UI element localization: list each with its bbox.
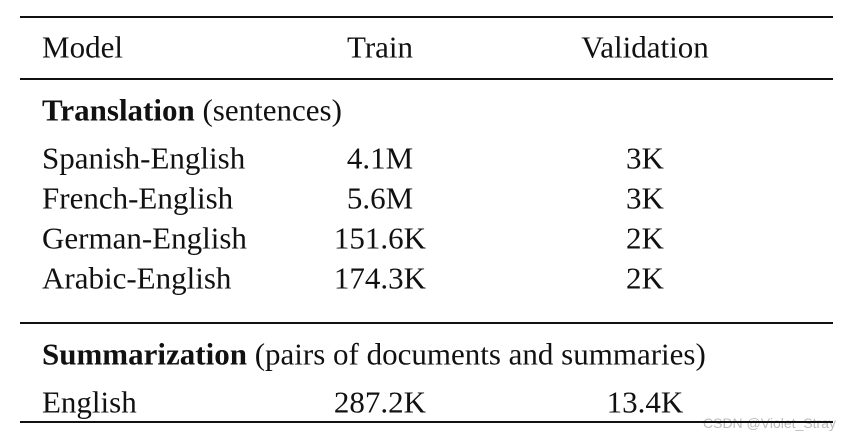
table-cell: 2K [626,260,664,296]
table-cell: 5.6M [346,180,414,216]
section-note: (pairs of documents and summaries) [254,336,706,372]
header-cell: Model [42,29,123,65]
header-rule [20,78,833,80]
table-cell: 13.4K [606,384,684,420]
table-cell: 287.2K [333,384,427,420]
table-cell: English [42,384,137,420]
table-cell: 2K [626,220,664,256]
table-cell: 174.3K [333,260,427,296]
table-cell: Spanish-English [42,140,246,176]
section-rule [20,322,833,324]
top-rule [20,16,833,18]
section-note: (sentences) [202,92,342,128]
section-title: Summarization (pairs of documents and su… [42,339,706,370]
section-name: Translation [42,92,195,128]
bottom-rule [20,421,833,423]
table-cell: 3K [626,140,664,176]
table-cell: 151.6K [333,220,427,256]
header-cell: Train [346,29,414,65]
table-cell: 4.1M [346,140,414,176]
section-name: Summarization [42,336,247,372]
table-cell: Arabic-English [42,260,232,296]
watermark: CSDN @Violet_Stray [703,415,836,431]
table-cell: French-English [42,180,234,216]
table-cell: German-English [42,220,247,256]
section-title: Translation (sentences) [42,95,342,126]
table-cell: 3K [626,180,664,216]
header-cell: Validation [581,29,709,65]
